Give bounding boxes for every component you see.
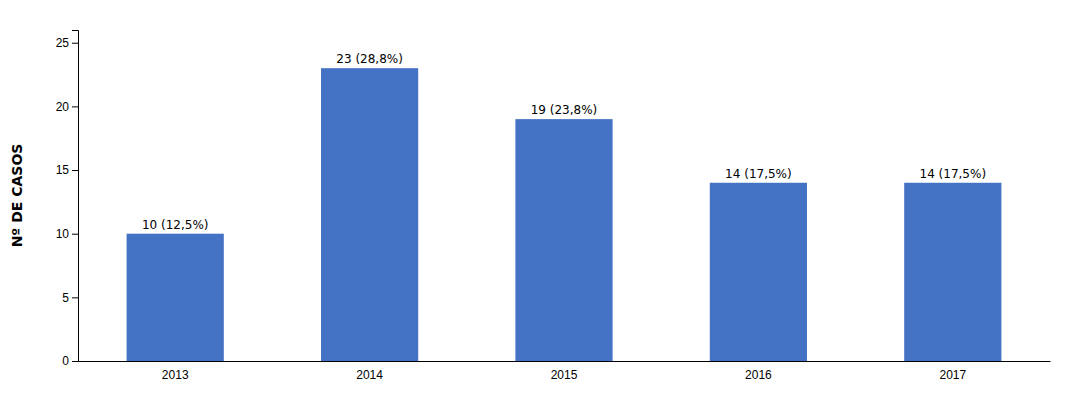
x-tick-label: 2014 xyxy=(356,368,383,382)
bar xyxy=(127,234,224,361)
bar xyxy=(710,183,807,361)
x-axis: 2013 2014 2015 2016 2017 xyxy=(79,362,1051,382)
y-tick-label: 0 xyxy=(62,354,69,368)
x-tick: 2013 xyxy=(162,368,189,382)
bar xyxy=(904,183,1001,361)
bar xyxy=(515,119,612,361)
y-axis-line xyxy=(72,31,79,362)
chart: 0 5 10 15 20 25 2013 2014 2015 2016 2017 10 (12,5%)… xyxy=(0,0,1074,401)
y-tick-mark xyxy=(72,43,78,44)
x-tick-label: 2015 xyxy=(551,368,578,382)
data-label: 14 (17,5%) xyxy=(920,167,987,181)
data-labels: 10 (12,5%) 23 (28,8%) 19 (23,8%) 14 (17,5%)… xyxy=(142,52,986,232)
y-axis-title: Nº DE CASOS xyxy=(9,144,25,248)
data-label: 10 (12,5%) xyxy=(142,218,209,232)
data-label: 14 (17,5%) xyxy=(725,167,792,181)
y-tick: 0 xyxy=(62,354,78,368)
x-tick: 2017 xyxy=(939,368,966,382)
plot: 0 5 10 15 20 25 2013 2014 2015 2016 2017 10 (12,5%)… xyxy=(56,31,1051,382)
y-tick-label: 10 xyxy=(56,227,70,241)
y-tick-label: 20 xyxy=(56,100,70,114)
x-tick-label: 2016 xyxy=(745,368,772,382)
x-tick-label: 2017 xyxy=(939,368,966,382)
data-label: 19 (23,8%) xyxy=(531,103,598,117)
y-tick-mark xyxy=(72,106,78,107)
x-tick: 2016 xyxy=(745,368,772,382)
y-tick-mark xyxy=(72,234,78,235)
data-label: 23 (28,8%) xyxy=(336,52,403,66)
y-axis: 0 5 10 15 20 25 xyxy=(56,31,79,369)
y-tick-mark xyxy=(72,361,78,362)
y-tick-label: 25 xyxy=(56,36,70,50)
y-tick-mark xyxy=(72,297,78,298)
bar xyxy=(321,68,418,361)
x-tick-label: 2013 xyxy=(162,368,189,382)
y-tick-label: 5 xyxy=(62,291,69,305)
y-tick-label: 15 xyxy=(56,163,70,177)
y-tick: 20 xyxy=(56,100,78,114)
x-tick: 2014 xyxy=(356,368,383,382)
bars xyxy=(127,68,1002,361)
x-axis-line xyxy=(79,361,1051,362)
y-tick: 5 xyxy=(62,291,78,305)
y-tick-mark xyxy=(72,170,78,171)
y-tick: 10 xyxy=(56,227,78,241)
y-tick: 25 xyxy=(56,36,78,50)
y-tick: 15 xyxy=(56,163,78,177)
x-tick: 2015 xyxy=(551,368,578,382)
